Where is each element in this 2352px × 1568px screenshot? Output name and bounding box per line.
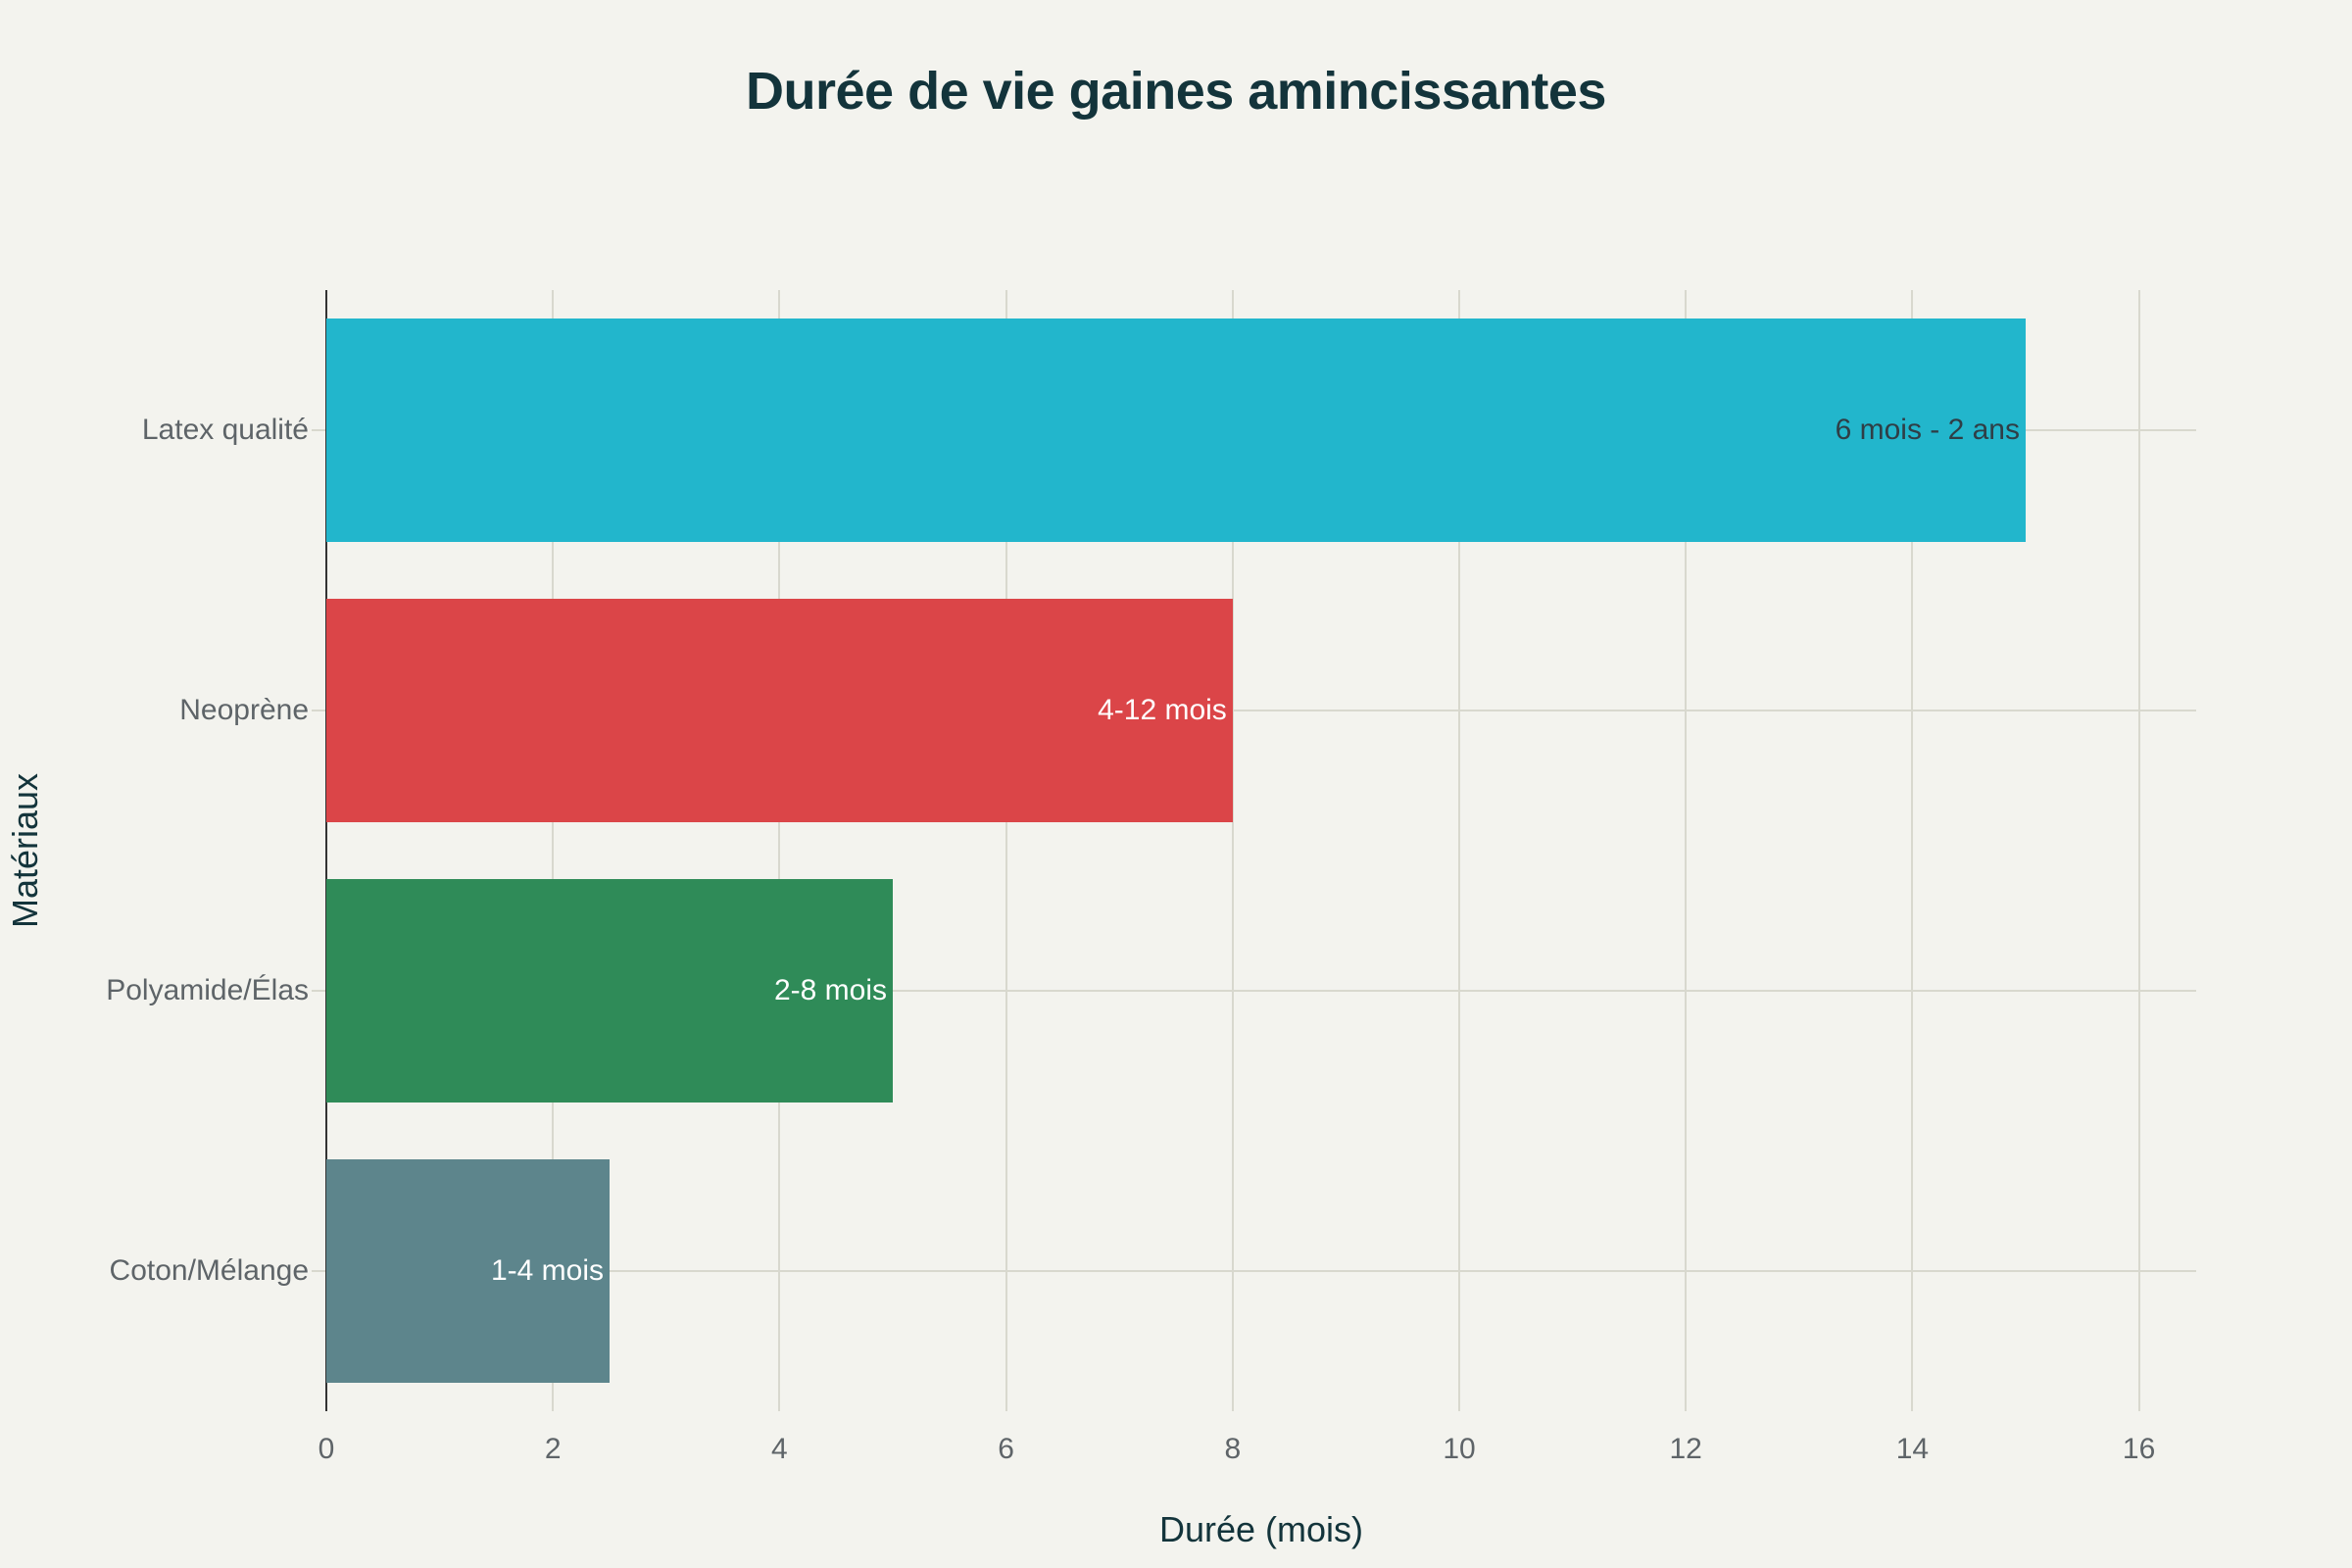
bar[interactable]: 6 mois - 2 ans [326,318,2026,542]
y-tick-mark [312,990,325,992]
x-tick-label: 8 [1224,1433,1242,1465]
bar-value-label: 1-4 mois [490,1254,604,1287]
x-gridline [2137,290,2140,1411]
x-tick-label: 14 [1895,1433,1930,1465]
y-gridline [326,1270,2196,1272]
x-gridline [778,290,781,1411]
bar-value-label: 4-12 mois [1098,694,1227,726]
y-axis-title: Matériaux [5,772,45,929]
x-gridline [1458,290,1460,1411]
y-tick-label: Latex qualité [141,414,309,446]
x-gridline [1004,290,1007,1411]
bar-value-label: 2-8 mois [773,974,887,1006]
y-gridline [326,710,2196,711]
x-tick-label: 0 [318,1433,335,1465]
bar[interactable]: 1-4 mois [326,1159,610,1383]
x-tick-label: 4 [771,1433,788,1465]
chart-title: Durée de vie gaines amincissantes [746,62,1606,121]
x-gridline [552,290,555,1411]
y-tick-label: Neoprène [179,694,309,726]
x-gridline [1911,290,1914,1411]
y-tick-label: Coton/Mélange [109,1254,309,1287]
y-tick-label: Polyamide/Élas [106,974,309,1006]
x-gridline [1231,290,1234,1411]
x-axis-title: Durée (mois) [1158,1509,1364,1549]
x-tick-label: 16 [2122,1433,2156,1465]
bar[interactable]: 2-8 mois [326,879,893,1102]
x-tick-label: 10 [1443,1433,1476,1465]
x-tick-label: 12 [1669,1433,1702,1465]
bar-value-label: 6 mois - 2 ans [1835,414,2020,446]
y-tick-mark [312,429,325,431]
bar[interactable]: 4-12 mois [326,599,1233,822]
plot-area: 6 mois - 2 ans 4-12 mois 2-8 mois 1-4 mois [325,290,2196,1411]
x-gridline [1685,290,1688,1411]
y-tick-mark [312,710,325,711]
y-tick-mark [312,1270,325,1272]
y-axis-line [325,290,327,1411]
y-gridline [326,990,2196,992]
x-tick-label: 2 [544,1433,562,1465]
x-tick-label: 6 [998,1433,1014,1465]
